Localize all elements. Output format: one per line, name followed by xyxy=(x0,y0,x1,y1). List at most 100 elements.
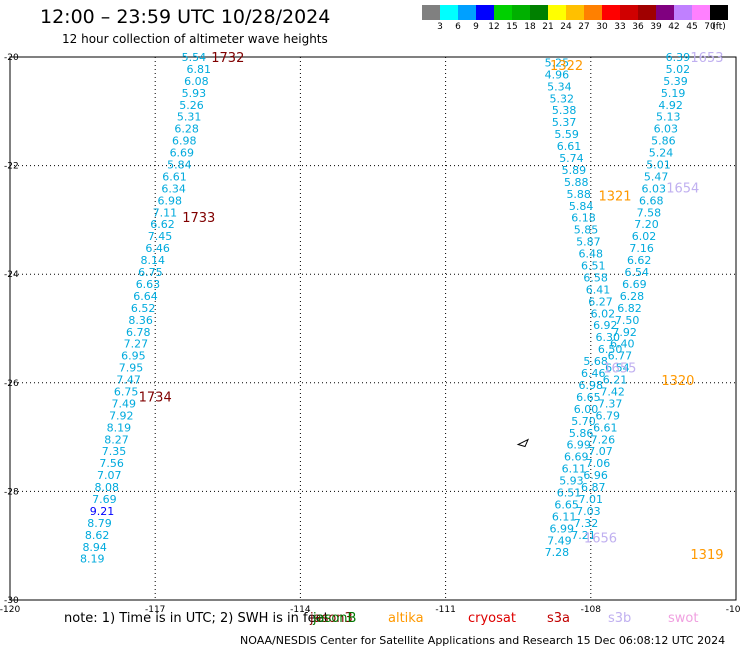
map-frame xyxy=(9,56,737,601)
y-tick-label: -24 xyxy=(4,270,19,280)
pass-time-label: 1732 xyxy=(211,51,244,66)
pass-time-label: 1319 xyxy=(690,548,723,563)
wave-height-value: 6.46 xyxy=(581,367,606,380)
wave-height-value: 5.47 xyxy=(644,170,669,183)
color-swatch xyxy=(638,5,656,20)
color-scale-label: 12 xyxy=(488,22,500,32)
wave-height-value: 5.86 xyxy=(651,135,676,148)
color-scale-label: 9 xyxy=(473,22,479,32)
wave-height-value: 6.03 xyxy=(654,123,679,136)
color-scale-label: 36 xyxy=(632,22,644,32)
y-tick-label: -22 xyxy=(4,162,19,172)
wave-height-value: 8.79 xyxy=(87,517,112,530)
wave-height-value: 5.74 xyxy=(559,152,584,165)
wave-height-value: 5.84 xyxy=(167,159,192,172)
legend-item-s3b: s3b xyxy=(608,611,632,626)
color-swatch xyxy=(458,5,476,20)
wave-height-value: 6.92 xyxy=(593,319,618,332)
wave-height-value: 6.96 xyxy=(583,469,608,482)
y-tick-label: -20 xyxy=(4,53,19,63)
wave-height-value: 7.01 xyxy=(579,493,604,506)
color-scale-label: 3 xyxy=(437,22,443,32)
wave-height-value: 5.68 xyxy=(583,355,608,368)
wave-height-value: 6.68 xyxy=(639,194,664,207)
wave-height-value: 6.65 xyxy=(576,391,601,404)
wave-height-value: 5.93 xyxy=(182,87,207,100)
wave-height-value: 6.34 xyxy=(161,182,186,195)
color-swatch xyxy=(530,5,548,20)
wave-height-value: 6.30 xyxy=(595,331,620,344)
wave-height-value: 7.06 xyxy=(586,457,611,470)
wave-height-value: 6.46 xyxy=(145,242,170,255)
pass-time-label: 1322 xyxy=(550,59,583,74)
page-subtitle: 12 hour collection of altimeter wave hei… xyxy=(62,32,328,46)
wave-height-value: 4.92 xyxy=(658,99,683,112)
wave-height-value: 7.92 xyxy=(109,409,134,422)
wave-height-value: 6.98 xyxy=(157,194,182,207)
wave-height-value: 7.69 xyxy=(92,493,117,506)
wave-height-value: 6.11 xyxy=(562,463,587,476)
x-tick-label: -111 xyxy=(435,605,455,615)
wave-height-value: 7.11 xyxy=(153,206,178,219)
wave-height-value: 5.59 xyxy=(554,128,579,141)
wave-height-value: 6.77 xyxy=(608,350,633,363)
wave-height-value: 5.02 xyxy=(666,63,691,76)
wave-height-value: 5.13 xyxy=(656,111,681,124)
wave-height-value: 7.95 xyxy=(119,362,144,375)
wave-height-value: 5.39 xyxy=(663,75,688,88)
pass-time-label: 1653 xyxy=(690,51,723,66)
wave-height-value: 7.07 xyxy=(97,469,122,482)
wave-height-value: 7.37 xyxy=(598,397,623,410)
color-scale-label: 21 xyxy=(542,22,554,32)
wave-height-value: 7.56 xyxy=(99,457,124,470)
wave-height-value: 6.28 xyxy=(620,290,645,303)
wave-height-value: 8.19 xyxy=(107,421,132,434)
color-scale-label: 39 xyxy=(650,22,662,32)
color-scale-label: 42 xyxy=(668,22,680,32)
wave-height-value: 9.21 xyxy=(90,505,115,518)
wave-height-value: 5.84 xyxy=(569,200,594,213)
wave-height-value: 7.50 xyxy=(615,314,640,327)
color-swatch xyxy=(512,5,530,20)
color-swatch xyxy=(692,5,710,20)
wave-height-value: 7.47 xyxy=(116,374,141,387)
wave-height-value: 6.08 xyxy=(184,75,209,88)
wave-height-value: 5.32 xyxy=(550,92,575,105)
credit-footer: NOAA/NESDIS Center for Satellite Applica… xyxy=(240,634,726,647)
color-swatch xyxy=(440,5,458,20)
wave-height-value: 7.03 xyxy=(576,505,601,518)
wave-height-value: 7.28 xyxy=(545,546,570,559)
pass-time-label: 1656 xyxy=(584,532,617,547)
pass-time-label: 1734 xyxy=(139,390,172,405)
wave-height-value: 5.24 xyxy=(649,147,674,160)
wave-height-value: 6.75 xyxy=(138,266,163,279)
wave-height-value: 6.51 xyxy=(581,260,606,273)
wave-height-value: 6.61 xyxy=(593,421,618,434)
wave-height-value: 6.54 xyxy=(605,362,630,375)
wave-height-value: 7.49 xyxy=(547,534,572,547)
x-tick-label: -117 xyxy=(145,605,165,615)
wave-height-value: 5.89 xyxy=(562,164,587,177)
wave-height-value: 6.18 xyxy=(571,212,596,225)
wave-height-value: 6.87 xyxy=(581,481,606,494)
wave-height-value: 6.62 xyxy=(150,218,175,231)
wave-height-value: 5.88 xyxy=(564,176,589,189)
wave-height-value: 6.69 xyxy=(170,147,195,160)
x-tick-label: -114 xyxy=(290,605,311,615)
wave-height-value: 6.69 xyxy=(564,451,589,464)
wave-height-value: 5.85 xyxy=(574,224,599,237)
wave-height-value: 5.34 xyxy=(547,80,572,93)
wave-height-value: 6.98 xyxy=(579,379,604,392)
wave-height-value: 7.49 xyxy=(111,397,136,410)
wave-height-value: 8.36 xyxy=(128,314,153,327)
wave-height-value: 6.65 xyxy=(554,498,579,511)
wave-height-value: 6.64 xyxy=(133,290,158,303)
wave-height-value: 6.61 xyxy=(162,170,187,183)
color-swatch xyxy=(620,5,638,20)
wave-height-value: 6.98 xyxy=(172,135,197,148)
pass-time-label: 1320 xyxy=(661,374,694,389)
wave-height-value: 6.62 xyxy=(627,254,652,267)
wave-height-value: 5.25 xyxy=(545,56,570,69)
wave-height-value: 7.20 xyxy=(634,218,659,231)
